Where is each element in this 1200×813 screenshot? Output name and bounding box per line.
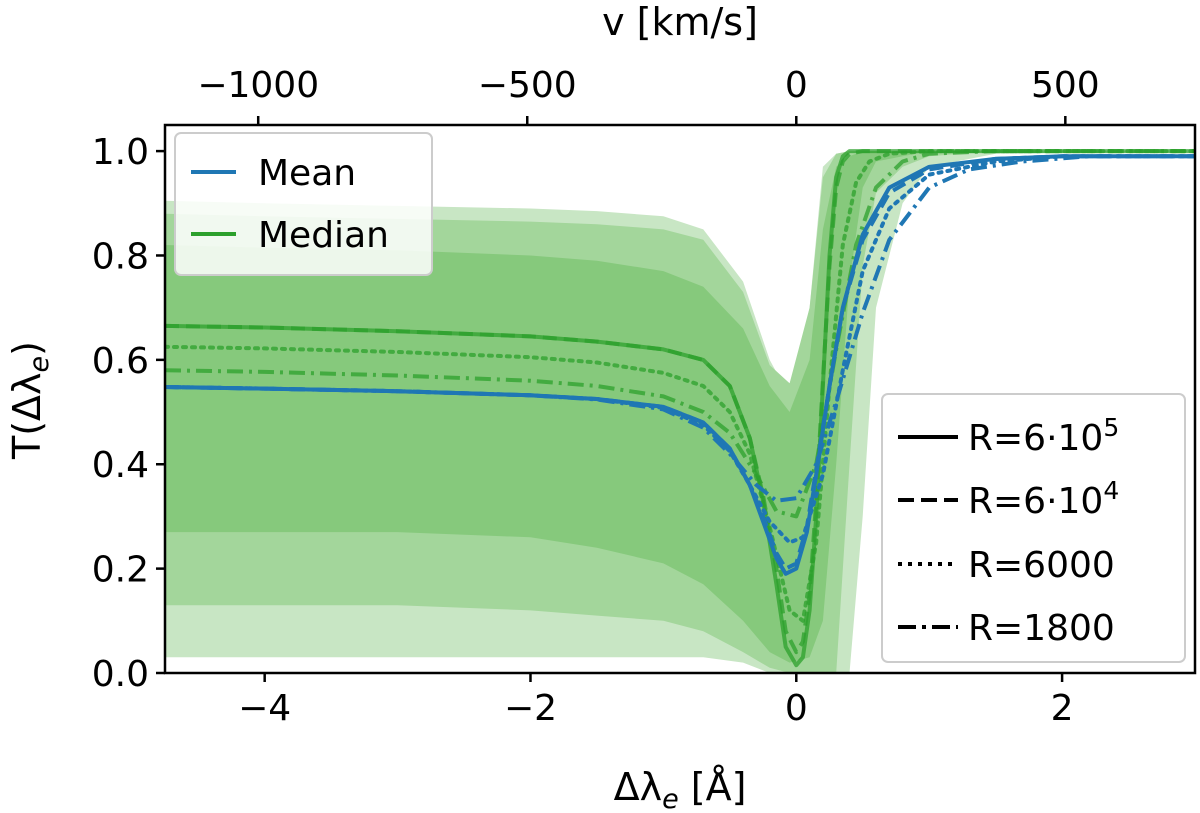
series-median-dashed [165,149,1195,655]
legend-r600000-sup: 5 [1103,413,1119,442]
axis-ticks: −4 −2 0 2 0.0 0.2 0.4 0.6 0.8 1.0 −1000 −500 0 500 [92,65,1100,729]
series-mean-dashdot [165,154,1195,503]
legend-resolution: R=6·105 R=6·104 R=6000 R=1800 [881,393,1186,663]
x-axis-label: Δλe [Å] [614,765,747,813]
plot-frame [163,123,1197,675]
y-axis-label-main: T(Δλ [5,372,49,460]
legend-r60000-text: R=6·10 [968,481,1103,522]
series-median-dotted [165,149,1195,623]
y-tick-label: 0.0 [92,654,149,695]
legend-r600000-label: R=6·105 [968,413,1119,459]
y-axis-label-close: ) [5,341,49,356]
y-tick-label: 0.4 [92,445,149,486]
legend-stats-box [174,132,433,276]
legend-median-label: Median [258,215,389,256]
legend-r6000-label: R=6000 [968,545,1115,586]
x-tick-label: −4 [238,688,291,729]
y-tick-label: 0.2 [92,550,149,591]
legend-r60000-sup: 4 [1103,476,1119,505]
y-tick-label: 0.8 [92,236,149,277]
y-axis-label-sub: e [24,356,55,373]
legend-stats: Mean Median [174,132,433,276]
top-tick-label: 500 [1031,65,1100,106]
x-tick-label: 0 [785,688,808,729]
top-tick-label: −500 [478,65,577,106]
x-axis-label-unit: [Å] [679,765,747,809]
legend-mean-label: Mean [258,153,356,194]
x-tick-label: 2 [1051,688,1074,729]
x-axis-label-sub: e [662,784,679,813]
band-inner [165,151,1195,663]
x-axis-label-main: Δλ [614,765,662,809]
series-lines [165,149,1195,668]
legend-r1800-label: R=1800 [968,608,1115,649]
y-axis-label: T(Δλe) [5,341,55,460]
x-tick-label: −2 [504,688,557,729]
y-tick-label: 0.6 [92,341,149,382]
legend-r600000-text: R=6·10 [968,418,1103,459]
legend-r60000-label: R=6·104 [968,476,1119,522]
top-axis-label: v [km/s] [602,0,758,44]
top-tick-label: −1000 [197,65,319,106]
y-tick-label: 1.0 [92,132,149,173]
series-median-dashdot [165,149,1195,519]
top-tick-label: 0 [785,65,808,106]
legend-resolution-box [881,393,1186,663]
